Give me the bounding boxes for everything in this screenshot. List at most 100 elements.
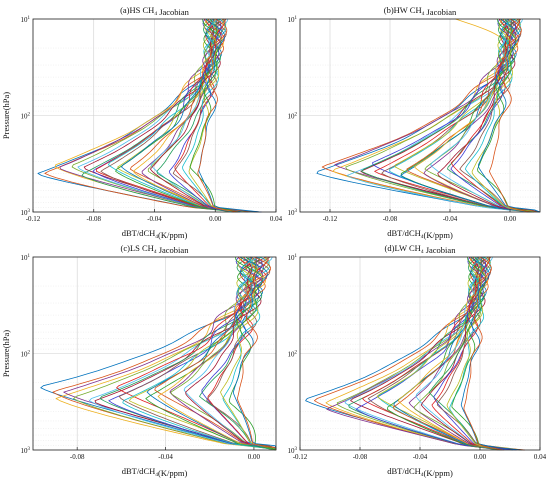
- series-line: [100, 18, 234, 213]
- series-line: [393, 256, 501, 451]
- y-tick-label: 101: [21, 16, 31, 24]
- chart-title: (c)LS CH4 Jacobian: [121, 243, 190, 255]
- series-line: [94, 256, 277, 451]
- x-tick-label: 0.00: [504, 215, 517, 223]
- series-line: [477, 18, 541, 213]
- series-line: [108, 18, 238, 213]
- series-line: [141, 18, 236, 213]
- series-line: [169, 256, 277, 451]
- series-line: [350, 256, 502, 451]
- series-line: [464, 18, 529, 213]
- axes-frame: [32, 256, 277, 451]
- series-line: [154, 256, 277, 451]
- x-tick-label: -0.04: [147, 215, 162, 223]
- x-tick-label: -0.08: [383, 215, 398, 223]
- y-tick-label: 102: [21, 351, 31, 359]
- x-tick-label: -0.08: [86, 215, 101, 223]
- series-line: [189, 18, 238, 213]
- series-line: [460, 256, 522, 451]
- x-axis-label: dBT/dCH4(K/ppm): [122, 228, 188, 240]
- series-line: [220, 256, 277, 451]
- series-line: [232, 256, 277, 450]
- series-line: [121, 18, 239, 213]
- series-line: [128, 256, 277, 450]
- chart-title: (a)HS CH4 Jacobian: [120, 5, 190, 17]
- x-tick-label: 0.04: [534, 453, 547, 461]
- y-axis-label: Pressure(hPa): [1, 92, 11, 139]
- x-tick-label: -0.04: [443, 215, 458, 223]
- series-line: [450, 18, 528, 213]
- y-tick-label: 101: [21, 254, 31, 262]
- series-line: [228, 256, 277, 451]
- series-line: [156, 18, 239, 213]
- x-tick-label: 0.00: [209, 215, 222, 223]
- x-tick-label: -0.08: [353, 453, 368, 461]
- x-tick-label: 0.00: [248, 453, 261, 461]
- chart-panel-0: -0.12 -0.08 -0.04 0.00 0.04 101 102 103 (a)HS CH…: [1, 5, 283, 240]
- x-tick-label: 0.04: [270, 215, 283, 223]
- series-line: [430, 18, 534, 213]
- y-tick-label: 103: [288, 209, 298, 217]
- chart-panel-2: -0.08 -0.04 0.00 101 102 103 (c)LS CH4 Jacobia…: [1, 243, 277, 478]
- series-line: [433, 256, 500, 451]
- series-line: [172, 18, 259, 213]
- chart-title: (b)HW CH4 Jacobian: [384, 5, 457, 17]
- series-line: [73, 256, 277, 450]
- series-line: [198, 18, 261, 213]
- series-line: [394, 18, 541, 213]
- y-tick-label: 102: [288, 113, 298, 121]
- series-line: [381, 18, 534, 213]
- series-line: [183, 256, 277, 450]
- y-tick-label: 103: [21, 447, 31, 455]
- series-line: [431, 256, 504, 451]
- series-line: [321, 18, 535, 213]
- x-tick-label: -0.12: [26, 215, 41, 223]
- series-line: [345, 18, 541, 213]
- series-line: [185, 256, 277, 450]
- x-axis-label: dBT/dCH4(K/ppm): [387, 466, 453, 478]
- chart-panel-1: -0.12 -0.08 -0.04 0.00 101 102 103 (b)HW CH4 Ja…: [288, 5, 541, 240]
- series-line: [393, 256, 503, 451]
- y-axis-label: Pressure(hPa): [1, 330, 11, 377]
- series-line: [83, 18, 240, 213]
- x-axis-label: dBT/dCH4(K/ppm): [122, 466, 188, 478]
- chart-title: (d)LW CH4 Jacobian: [385, 243, 457, 255]
- series-line: [376, 256, 522, 451]
- y-tick-label: 101: [288, 16, 298, 24]
- series-line: [313, 256, 498, 451]
- series-line: [400, 18, 529, 213]
- x-tick-label: -0.08: [70, 453, 85, 461]
- series-line: [446, 256, 501, 451]
- series-line: [471, 18, 534, 213]
- y-tick-label: 103: [21, 209, 31, 217]
- axes-frame: [299, 18, 541, 213]
- series-line: [450, 18, 532, 213]
- x-tick-label: -0.04: [413, 453, 428, 461]
- series-line: [463, 256, 502, 451]
- x-tick-label: -0.12: [323, 215, 338, 223]
- x-tick-label: -0.12: [293, 453, 308, 461]
- series-line: [182, 18, 233, 213]
- series-line: [423, 18, 531, 213]
- series-line: [408, 256, 499, 451]
- y-tick-label: 103: [288, 447, 298, 455]
- series-line: [71, 18, 261, 213]
- x-tick-label: -0.04: [158, 453, 173, 461]
- x-axis-label: dBT/dCH4(K/ppm): [387, 228, 453, 240]
- x-tick-label: 0.00: [474, 453, 487, 461]
- series-line: [197, 18, 238, 213]
- series-line: [436, 256, 523, 451]
- series-line: [201, 256, 277, 450]
- series-line: [413, 256, 501, 451]
- series-line: [236, 256, 277, 451]
- series-line: [415, 256, 500, 451]
- chart-panel-3: -0.12 -0.08 -0.04 0.00 0.04 101 102 103 (d)LW CH…: [288, 243, 547, 478]
- y-tick-label: 101: [288, 254, 298, 262]
- series-line: [488, 18, 531, 213]
- y-tick-label: 102: [21, 113, 31, 121]
- series-line: [449, 256, 503, 451]
- series-line: [146, 256, 277, 451]
- y-tick-label: 102: [288, 351, 298, 359]
- series-line: [206, 256, 277, 450]
